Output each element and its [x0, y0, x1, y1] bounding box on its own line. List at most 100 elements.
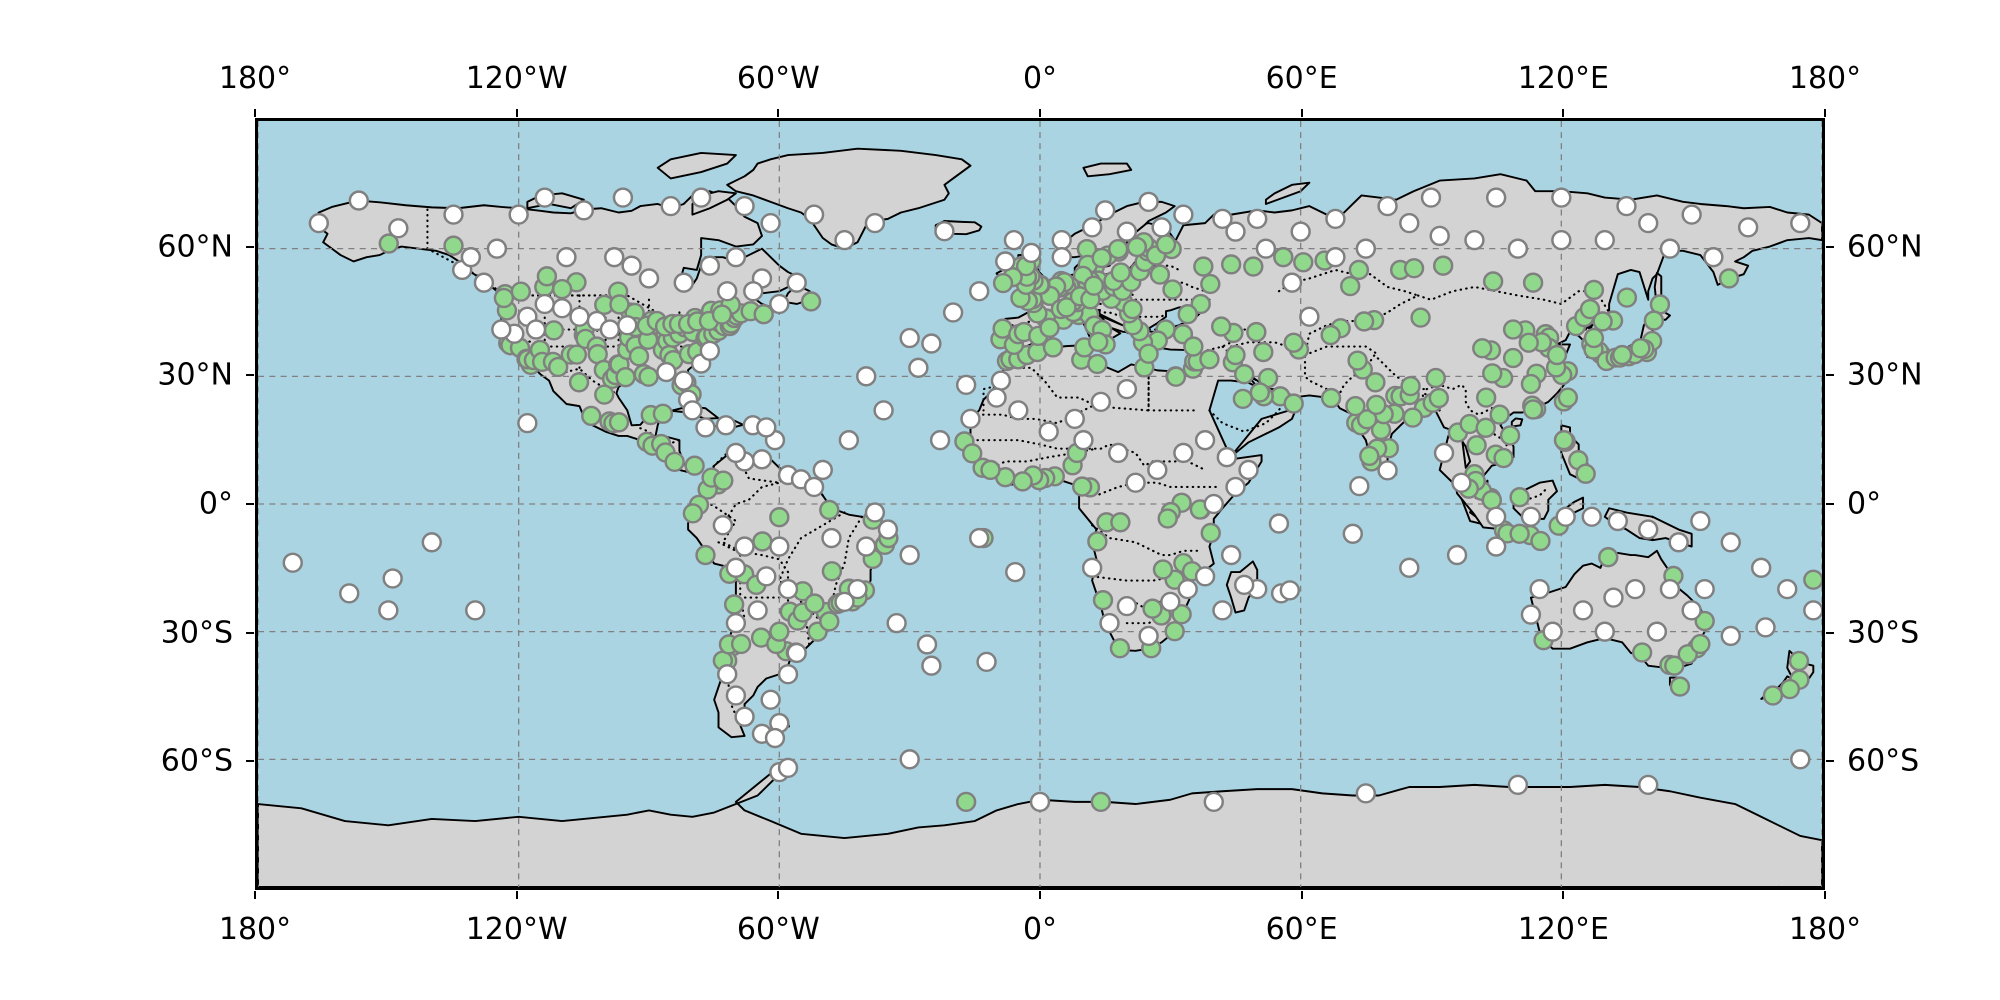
scatter-point — [1356, 409, 1378, 430]
country-border-34 — [1416, 285, 1598, 306]
scatter-point — [486, 238, 508, 259]
tickmark-right-1 — [1826, 374, 1834, 377]
scatter-point — [1162, 279, 1183, 300]
scatter-point — [638, 268, 660, 289]
tick-label-bottom-3: 0° — [1022, 912, 1058, 947]
tick-label-top-0: 180° — [218, 61, 292, 96]
scatter-point — [1669, 676, 1691, 697]
scatter-point — [566, 344, 588, 365]
scatter-point — [769, 621, 790, 642]
scatter-point — [1193, 256, 1214, 277]
map-axes[interactable] — [255, 118, 1825, 890]
scatter-point — [548, 356, 569, 378]
scatter-point — [1507, 774, 1529, 796]
scatter-point — [1638, 774, 1659, 796]
scatter-point — [1718, 268, 1740, 289]
scatter-point — [864, 502, 886, 523]
tick-label-top-6: 180° — [1788, 61, 1862, 96]
country-border-16 — [986, 447, 1098, 472]
scatter-point — [899, 749, 920, 770]
scatter-point — [1551, 230, 1572, 251]
scatter-point — [551, 298, 573, 319]
scatter-point — [1493, 447, 1514, 469]
scatter-point — [556, 247, 577, 268]
scatter-point — [908, 357, 929, 378]
country-border-38 — [1425, 383, 1511, 416]
scatter-point — [1429, 225, 1450, 247]
scatter-point — [976, 651, 997, 673]
scatter-point — [1116, 595, 1138, 617]
scatter-point — [684, 455, 705, 476]
scatter-point — [1232, 388, 1254, 410]
scatter-point — [609, 294, 630, 315]
scatter-point — [968, 527, 990, 549]
scatter-point — [443, 235, 464, 256]
scatter-point — [1485, 536, 1507, 557]
scatter-point — [1090, 391, 1112, 413]
scatter-point — [1042, 337, 1064, 358]
scatter-point — [1194, 566, 1216, 587]
landmass-hainan — [1510, 417, 1524, 428]
scatter-point — [594, 384, 615, 405]
scatter-point — [1399, 212, 1420, 234]
scatter-point — [769, 536, 790, 557]
tick-label-top-3: 0° — [1022, 61, 1058, 96]
scatter-point — [1173, 442, 1194, 464]
scatter-point — [916, 634, 938, 655]
tick-label-right-1: 30°N — [1847, 357, 1923, 393]
scatter-point — [1366, 394, 1387, 415]
scatter-point — [599, 319, 621, 340]
scatter-point — [1021, 242, 1042, 264]
scatter-point — [1646, 621, 1668, 642]
tick-label-right-4: 60°S — [1847, 743, 1920, 779]
scatter-point — [1475, 387, 1497, 408]
scatter-point — [1482, 363, 1503, 384]
scatter-point — [777, 664, 799, 685]
scatter-point — [812, 459, 833, 481]
scatter-point — [1499, 425, 1521, 446]
scatter-point — [1668, 532, 1689, 553]
scatter-point — [864, 212, 886, 234]
scatter-point — [1520, 373, 1542, 395]
scatter-point — [673, 370, 694, 391]
scatter-point — [756, 566, 777, 587]
scatter-point — [1056, 297, 1077, 318]
scatter-point — [551, 278, 573, 300]
scatter-point — [1575, 463, 1596, 484]
scatter-point — [764, 727, 786, 749]
scatter-point — [1152, 559, 1174, 580]
scatter-point — [1108, 238, 1129, 260]
scatter-point — [1234, 574, 1255, 596]
scatter-point — [1299, 306, 1320, 327]
scatter-point — [1557, 387, 1579, 408]
scatter-point — [1592, 311, 1613, 332]
scatter-point — [1551, 187, 1572, 208]
scatter-point — [1359, 445, 1380, 467]
scatter-point — [1694, 578, 1715, 600]
scatter-point — [730, 633, 752, 655]
scatter-point — [1428, 387, 1450, 409]
scatter-point — [1138, 191, 1159, 213]
scatter-point — [1116, 378, 1138, 400]
scatter-point — [1345, 395, 1366, 417]
tickmark-top-3 — [1039, 109, 1041, 117]
scatter-point — [1194, 430, 1216, 451]
tick-label-left-4: 60°S — [160, 743, 233, 779]
scatter-point — [491, 319, 512, 340]
scatter-point — [1012, 471, 1033, 492]
scatter-point — [1200, 273, 1221, 295]
scatter-point — [734, 536, 755, 557]
scatter-point — [1051, 247, 1072, 268]
scatter-point — [1530, 530, 1551, 552]
scatter-point — [753, 304, 774, 325]
scatter-point — [1126, 236, 1148, 258]
tickmark-right-3 — [1826, 631, 1834, 634]
scatter-point — [769, 293, 790, 315]
tick-label-bottom-1: 120°W — [465, 912, 568, 947]
tick-label-left-0: 60°N — [157, 229, 233, 265]
scatter-point — [1190, 293, 1211, 315]
scatter-point — [873, 400, 894, 421]
scatter-point — [1281, 272, 1303, 293]
scatter-point — [628, 346, 650, 367]
